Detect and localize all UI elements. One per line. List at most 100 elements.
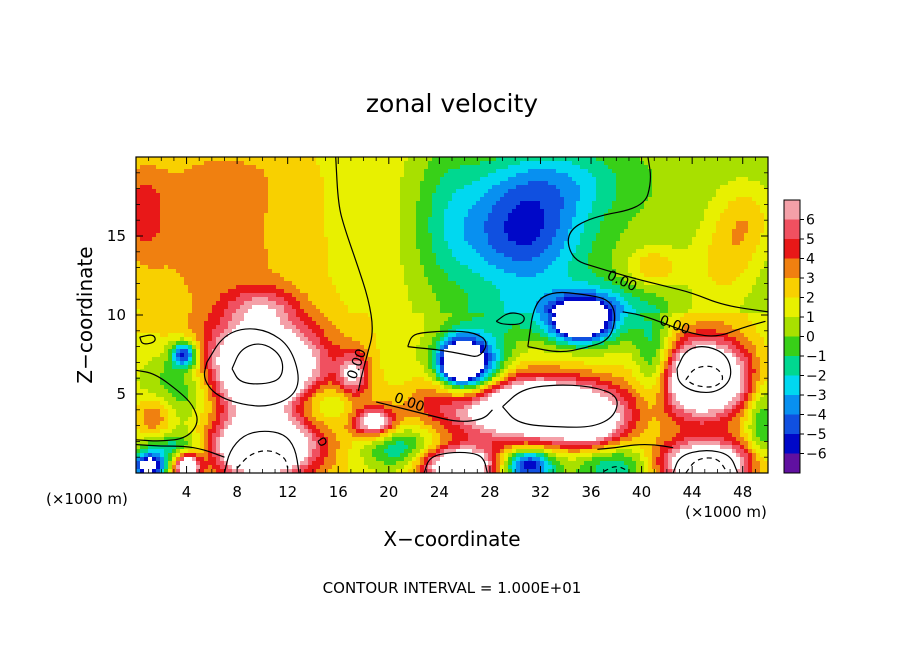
field-cell (432, 201, 437, 206)
field-cell (408, 277, 413, 282)
field-cell (572, 177, 577, 182)
field-cell (740, 229, 745, 234)
field-cell (708, 225, 713, 230)
field-cell (636, 221, 641, 226)
field-cell (168, 161, 173, 166)
field-cell (260, 169, 265, 174)
field-cell (232, 161, 237, 166)
field-cell (540, 181, 545, 186)
field-cell (464, 181, 469, 186)
field-cell (496, 209, 501, 214)
field-cell (752, 277, 757, 282)
field-cell (300, 169, 305, 174)
field-cell (508, 269, 513, 274)
field-cell (696, 209, 701, 214)
field-cell (240, 229, 245, 234)
field-cell (168, 209, 173, 214)
field-cell (764, 161, 768, 166)
field-cell (668, 257, 673, 262)
field-cell (464, 269, 469, 274)
field-cell (556, 241, 561, 246)
field-cell (752, 177, 757, 182)
field-cell (188, 221, 193, 226)
field-cell (424, 157, 429, 162)
field-cell (728, 249, 733, 254)
field-cell (196, 249, 201, 254)
field-cell (468, 261, 473, 266)
field-cell (436, 229, 441, 234)
field-cell (608, 173, 613, 178)
field-cell (244, 229, 249, 234)
field-cell (628, 169, 633, 174)
field-cell (536, 181, 541, 186)
field-cell (248, 221, 253, 226)
field-cell (320, 273, 325, 278)
field-cell (488, 173, 493, 178)
field-cell (336, 261, 341, 266)
field-cell (424, 173, 429, 178)
field-cell (728, 177, 733, 182)
field-cell (524, 157, 529, 162)
field-cell (380, 245, 385, 250)
field-cell (328, 197, 333, 202)
field-cell (244, 169, 249, 174)
field-cell (760, 185, 765, 190)
field-cell (268, 189, 273, 194)
field-cell (536, 277, 541, 282)
field-cell (540, 185, 545, 190)
field-cell (412, 213, 417, 218)
field-cell (756, 185, 761, 190)
field-cell (596, 169, 601, 174)
field-cell (676, 257, 681, 262)
field-cell (184, 281, 189, 286)
field-cell (704, 269, 709, 274)
field-cell (468, 177, 473, 182)
field-cell (752, 181, 757, 186)
field-cell (164, 269, 169, 274)
field-cell (684, 241, 689, 246)
field-cell (404, 265, 409, 270)
field-cell (664, 241, 669, 246)
field-cell (284, 213, 289, 218)
field-cell (400, 161, 405, 166)
field-cell (636, 245, 641, 250)
field-cell (352, 249, 357, 254)
field-cell (340, 229, 345, 234)
field-cell (480, 225, 485, 230)
field-cell (576, 169, 581, 174)
field-cell (744, 273, 749, 278)
field-cell (340, 225, 345, 230)
field-cell (552, 189, 557, 194)
field-cell (236, 257, 241, 262)
field-cell (556, 277, 561, 282)
field-cell (228, 165, 233, 170)
field-cell (640, 237, 645, 242)
field-cell (440, 253, 445, 258)
field-cell (252, 197, 257, 202)
field-cell (236, 213, 241, 218)
field-cell (740, 273, 745, 278)
field-cell (632, 257, 637, 262)
field-cell (640, 185, 645, 190)
field-cell (704, 177, 709, 182)
field-cell (308, 177, 313, 182)
field-cell (280, 269, 285, 274)
field-cell (352, 201, 357, 206)
field-cell (360, 177, 365, 182)
field-cell (508, 217, 513, 222)
field-cell (632, 273, 637, 278)
field-cell (172, 197, 177, 202)
field-cell (472, 277, 477, 282)
field-cell (204, 237, 209, 242)
field-cell (740, 209, 745, 214)
field-cell (556, 205, 561, 210)
field-cell (492, 273, 497, 278)
field-cell (244, 217, 249, 222)
field-cell (348, 269, 353, 274)
field-cell (744, 213, 749, 218)
field-cell (688, 221, 693, 226)
field-cell (384, 165, 389, 170)
field-cell (620, 225, 625, 230)
field-cell (256, 193, 261, 198)
field-cell (412, 265, 417, 270)
